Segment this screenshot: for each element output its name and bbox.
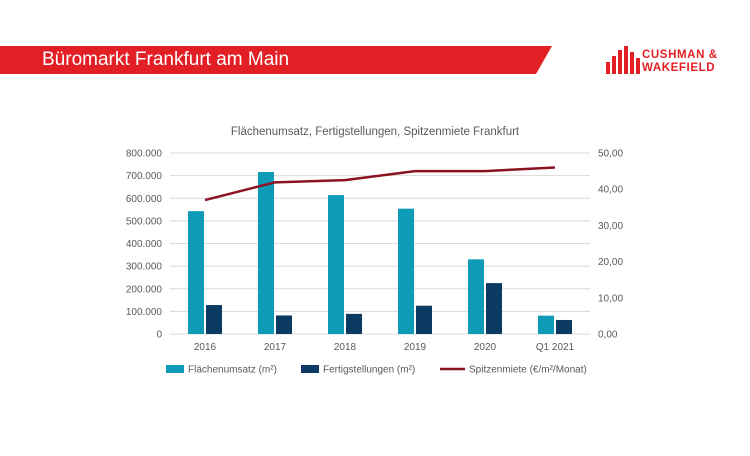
legend-fertigstellungen-swatch [301,365,319,373]
brand-logo-icon [606,46,640,74]
legend-flaechenumsatz-swatch [166,365,184,373]
y-left-tick-label: 800.000 [126,149,163,160]
brand-line-2: WAKEFIELD [642,61,716,74]
y-right-tick-label: 30,00 [598,221,623,232]
x-tick-label: 2018 [334,342,357,353]
y-right-tick-label: 40,00 [598,185,623,196]
bar-fertigstellungen [416,305,432,334]
legend: Flächenumsatz (m²) Fertigstellungen (m²) S… [166,365,587,376]
legend-flaechenumsatz-label: Flächenumsatz (m²) [188,365,277,376]
y-right-tick-label: 0,00 [598,330,618,341]
line-spitzenmiete [204,166,556,202]
chart-title: Flächenumsatz, Fertigstellungen, Spitzen… [231,126,520,138]
page-title: Büromarkt Frankfurt am Main [42,49,290,70]
bar-fertigstellungen [556,319,572,334]
x-tick-label: 2019 [404,342,427,353]
x-tick-label: Q1 2021 [536,342,575,353]
legend-spitzenmiete-label: Spitzenmiete (€/m²/Monat) [469,365,587,376]
bar-flaechenumsatz [258,172,274,334]
y-left-tick-label: 0 [156,330,162,341]
y-right-tick-label: 20,00 [598,257,623,268]
bar-flaechenumsatz [328,195,344,334]
bar-fertigstellungen [486,283,502,334]
y-right-tick-label: 10,00 [598,293,623,304]
y-left-tick-label: 100.000 [126,307,163,318]
bar-fertigstellungen [276,315,292,334]
x-axis-ticks: 2016 2017 2018 2019 2020 Q1 2021 [194,342,575,353]
bar-flaechenumsatz [188,211,204,334]
bar-fertigstellungen [346,313,362,334]
title-banner: Büromarkt Frankfurt am Main [0,46,552,74]
brand-name: CUSHMAN & WAKEFIELD [642,49,718,74]
bar-flaechenumsatz [468,259,484,334]
gridlines [170,152,590,335]
line-series [204,166,556,202]
y-axis-right-ticks: 0,00 10,00 20,00 30,00 40,00 50,00 [598,149,623,341]
x-tick-label: 2017 [264,342,287,353]
y-axis-left-ticks: 0 100.000 200.000 300.000 400.000 500.000 600.… [126,149,163,341]
x-tick-label: 2016 [194,342,217,353]
bar-fertigstellungen [206,305,222,334]
y-left-tick-label: 400.000 [126,239,163,250]
brand-line-1: CUSHMAN & [642,49,718,61]
legend-fertigstellungen-label: Fertigstellungen (m²) [323,365,415,376]
y-left-tick-label: 700.000 [126,171,163,182]
x-tick-label: 2020 [474,342,497,353]
y-left-tick-label: 500.000 [126,216,163,227]
bar-flaechenumsatz [398,208,414,334]
cushman-wakefield-logo: CUSHMAN & WAKEFIELD [606,46,746,78]
y-left-tick-label: 600.000 [126,194,163,205]
bar-flaechenumsatz [538,315,554,334]
y-right-tick-label: 50,00 [598,149,623,160]
y-left-tick-label: 200.000 [126,284,163,295]
banner-background [0,46,552,74]
y-left-tick-label: 300.000 [126,262,163,273]
bar-series [188,172,572,334]
